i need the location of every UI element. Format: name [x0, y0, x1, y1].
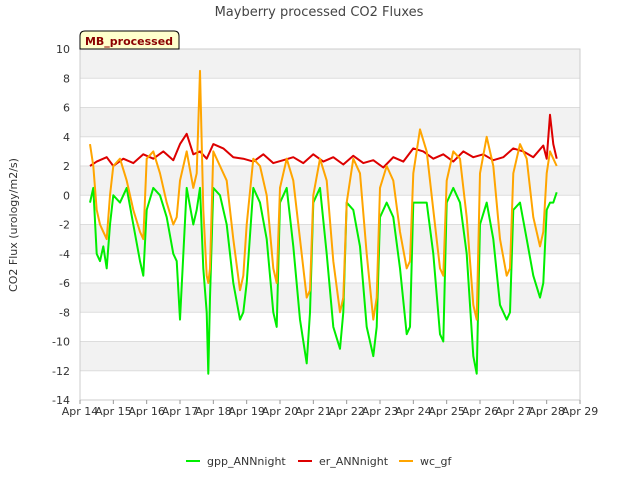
y-tick-label: -4	[59, 248, 70, 261]
y-tick-label: 8	[63, 72, 70, 85]
legend-label-wc_gf: wc_gf	[420, 455, 453, 468]
y-tick-label: -10	[52, 336, 70, 349]
x-tick-label: Apr 25	[428, 405, 465, 418]
y-tick-label: -8	[59, 306, 70, 319]
series-line-er_ANNnight	[89, 113, 558, 169]
series-line-wc_gf	[89, 69, 558, 321]
x-tick-label: Apr 23	[362, 405, 399, 418]
legend: gpp_ANNnight er_ANNnight wc_gf	[186, 455, 453, 468]
x-tick-label: Apr 21	[295, 405, 332, 418]
y-tick-label: 2	[63, 160, 70, 173]
plot-area-border	[79, 48, 581, 401]
x-tick-label: Apr 24	[395, 405, 432, 418]
y-tick-label: -14	[52, 394, 70, 407]
x-tick-label: Apr 26	[462, 405, 499, 418]
x-tick-label: Apr 20	[262, 405, 299, 418]
mb-processed-badge: MB_processed	[79, 30, 180, 50]
y-axis-label: CO2 Flux (urology/m2/s)	[7, 158, 20, 292]
y-tick-label: 10	[56, 43, 70, 56]
legend-label-gpp_ANNnight: gpp_ANNnight	[207, 455, 286, 468]
series-group	[89, 69, 558, 375]
grid-band	[80, 341, 580, 371]
x-tick-label: Apr 19	[228, 405, 265, 418]
y-tick-label: -6	[59, 277, 70, 290]
x-tick-label: Apr 27	[495, 405, 532, 418]
x-tick-label: Apr 17	[162, 405, 199, 418]
legend-label-er_ANNnight: er_ANNnight	[319, 455, 389, 468]
x-tick-label: Apr 18	[195, 405, 232, 418]
y-tick-label: 4	[63, 131, 70, 144]
grid-band	[80, 107, 580, 137]
x-tick-label: Apr 29	[562, 405, 599, 418]
x-tick-label: Apr 16	[128, 405, 165, 418]
x-tick-label: Apr 15	[95, 405, 132, 418]
grid-band	[80, 49, 580, 79]
badge-label: MB_processed	[85, 35, 173, 48]
x-tick-label: Apr 22	[328, 405, 365, 418]
y-tick-label: 6	[63, 102, 70, 115]
chart-title: Mayberry processed CO2 Fluxes	[215, 5, 424, 20]
x-tick-label: Apr 28	[528, 405, 565, 418]
x-tick-label: Apr 14	[62, 405, 99, 418]
y-tick-labels: -14 -12 -10 -8 -6 -4 -2 0 2 4 6 8 10	[52, 43, 70, 407]
y-tick-label: -2	[59, 219, 70, 232]
y-tick-label: 0	[63, 189, 70, 202]
y-tick-label: -12	[52, 365, 70, 378]
